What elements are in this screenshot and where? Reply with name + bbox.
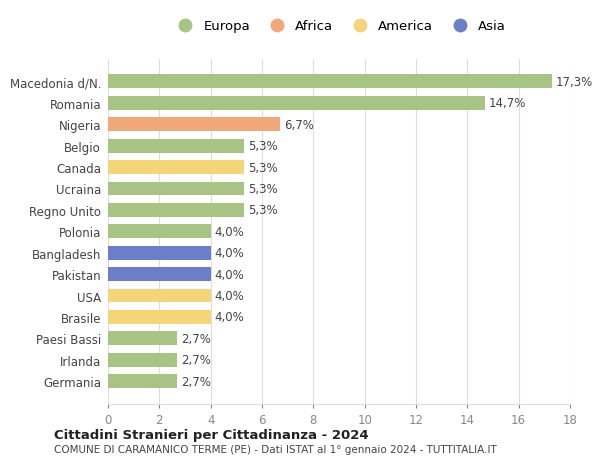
Bar xyxy=(108,140,244,153)
Bar xyxy=(108,353,178,367)
Bar xyxy=(108,97,485,111)
Bar xyxy=(108,75,552,89)
Text: 2,7%: 2,7% xyxy=(181,332,211,345)
Text: 14,7%: 14,7% xyxy=(489,97,527,110)
Text: 4,0%: 4,0% xyxy=(215,311,244,324)
Bar xyxy=(108,310,211,324)
Text: 5,3%: 5,3% xyxy=(248,183,278,196)
Text: COMUNE DI CARAMANICO TERME (PE) - Dati ISTAT al 1° gennaio 2024 - TUTTITALIA.IT: COMUNE DI CARAMANICO TERME (PE) - Dati I… xyxy=(54,444,497,454)
Text: 5,3%: 5,3% xyxy=(248,161,278,174)
Bar xyxy=(108,225,211,239)
Legend: Europa, Africa, America, Asia: Europa, Africa, America, Asia xyxy=(167,15,511,39)
Bar xyxy=(108,332,178,346)
Text: 4,0%: 4,0% xyxy=(215,268,244,281)
Bar xyxy=(108,203,244,218)
Bar xyxy=(108,246,211,260)
Bar xyxy=(108,118,280,132)
Text: Cittadini Stranieri per Cittadinanza - 2024: Cittadini Stranieri per Cittadinanza - 2… xyxy=(54,428,368,442)
Bar xyxy=(108,289,211,303)
Text: 4,0%: 4,0% xyxy=(215,246,244,260)
Text: 2,7%: 2,7% xyxy=(181,375,211,388)
Text: 4,0%: 4,0% xyxy=(215,225,244,238)
Bar xyxy=(108,182,244,196)
Bar xyxy=(108,268,211,281)
Bar xyxy=(108,161,244,175)
Bar xyxy=(108,375,178,388)
Text: 4,0%: 4,0% xyxy=(215,289,244,302)
Text: 5,3%: 5,3% xyxy=(248,204,278,217)
Text: 5,3%: 5,3% xyxy=(248,140,278,153)
Text: 2,7%: 2,7% xyxy=(181,353,211,366)
Text: 6,7%: 6,7% xyxy=(284,118,314,131)
Text: 17,3%: 17,3% xyxy=(556,76,593,89)
